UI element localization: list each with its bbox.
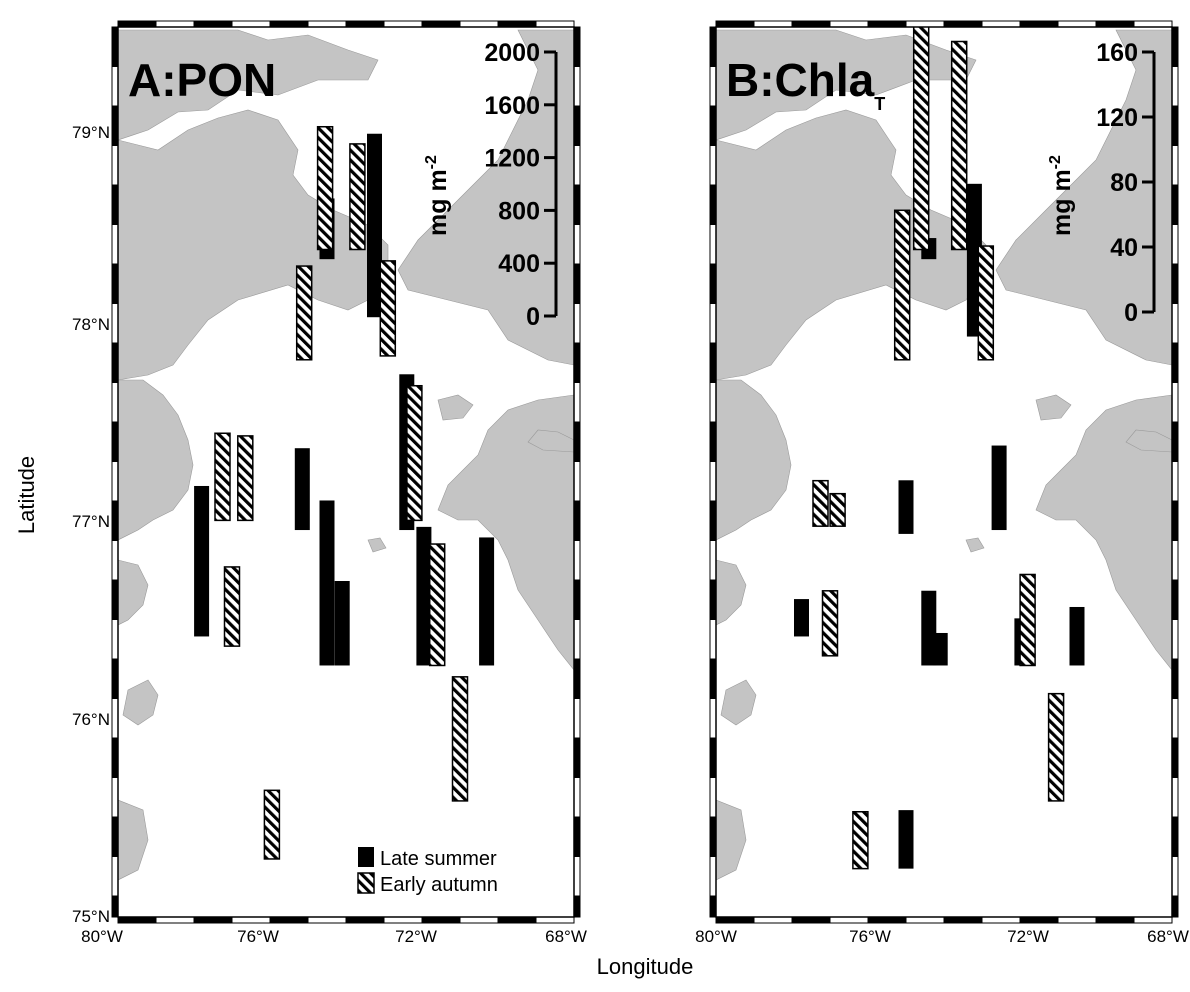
early-autumn-bar <box>349 143 366 251</box>
early-autumn-bar <box>977 245 995 361</box>
scale-tick-label: 1200 <box>484 145 540 173</box>
y-axis-title: Latitude <box>14 456 39 534</box>
legend-late-summer-label: Late summer <box>380 848 497 870</box>
chla-scale-bar: 160 120 80 40 0 <box>1096 39 1156 327</box>
early-autumn-bar <box>912 27 930 251</box>
scale-unit-label: mg m-2 <box>1047 155 1076 236</box>
scale-tick-label: 800 <box>498 197 540 225</box>
late-summer-bar <box>794 599 809 637</box>
early-autumn-bar <box>812 479 829 527</box>
scale-tick-label: 40 <box>1110 234 1138 262</box>
legend: Late summer Early autumn <box>357 847 498 896</box>
early-autumn-bar <box>263 789 281 860</box>
early-autumn-bar <box>1047 692 1065 802</box>
chla-bars <box>794 27 1085 870</box>
scale-unit-label: mg m-2 <box>423 155 452 236</box>
late-summer-bar <box>367 133 382 318</box>
early-autumn-bar <box>1019 573 1036 667</box>
lon-tick-label: 76°W <box>237 927 279 946</box>
early-autumn-bar <box>316 125 334 251</box>
early-autumn-bar <box>829 492 846 527</box>
late-summer-bar <box>194 485 210 637</box>
lat-tick-label: 75°N <box>72 907 110 926</box>
scale-tick-label: 80 <box>1110 169 1138 197</box>
scale-tick-label: 2000 <box>484 39 540 67</box>
early-autumn-bar <box>406 384 423 522</box>
late-summer-bar <box>334 580 350 666</box>
lon-tick-label: 80°W <box>695 927 737 946</box>
late-summer-bar <box>479 537 495 666</box>
early-autumn-bar <box>451 676 469 802</box>
lat-tick-label: 76°N <box>72 710 110 729</box>
lon-tick-labels-a: 80°W 76°W 72°W 68°W <box>81 927 587 946</box>
lon-tick-label: 76°W <box>849 927 891 946</box>
scale-tick-label: 0 <box>1124 299 1138 327</box>
legend-late-summer-swatch <box>358 847 374 867</box>
late-summer-bar <box>991 445 1007 531</box>
scale-tick-label: 0 <box>526 303 540 331</box>
scale-tick-label: 400 <box>498 250 540 278</box>
lon-tick-labels-b: 80°W 76°W 72°W 68°W <box>695 927 1189 946</box>
lat-tick-label: 78°N <box>72 315 110 334</box>
lat-tick-label: 77°N <box>72 512 110 531</box>
early-autumn-bar <box>821 590 839 657</box>
panel-title: A:PON <box>128 54 276 106</box>
panel-title: B:ChlaT <box>726 54 885 114</box>
lon-tick-label: 72°W <box>1007 927 1049 946</box>
late-summer-bar <box>921 590 937 666</box>
late-summer-bar <box>898 480 914 534</box>
lat-tick-label: 79°N <box>72 123 110 142</box>
lon-tick-label: 80°W <box>81 927 123 946</box>
scale-tick-label: 160 <box>1096 39 1138 67</box>
lat-tick-labels: 75°N 76°N 77°N 78°N 79°N <box>72 123 110 926</box>
lon-tick-label: 68°W <box>1147 927 1189 946</box>
lon-tick-label: 68°W <box>545 927 587 946</box>
panel-pon: A:PON 2000 1600 1200 800 400 0 mg m-2 Late su… <box>111 20 581 924</box>
late-summer-bar <box>416 526 432 666</box>
pon-scale-bar: 2000 1600 1200 800 400 0 <box>484 39 558 331</box>
scale-tick-label: 120 <box>1096 104 1138 132</box>
pon-bars <box>194 125 495 860</box>
late-summer-bar <box>319 500 335 666</box>
scale-tick-label: 1600 <box>484 92 540 120</box>
x-axis-title: Longitude <box>597 954 694 979</box>
early-autumn-bar <box>893 209 911 361</box>
panel-chla: B:ChlaT 160 120 80 40 0 mg m-2 <box>709 20 1179 924</box>
legend-early-autumn-label: Early autumn <box>380 874 498 896</box>
early-autumn-bar <box>237 435 254 522</box>
legend-early-autumn-swatch <box>357 872 375 894</box>
early-autumn-bar <box>428 543 446 667</box>
late-summer-bar <box>294 448 310 531</box>
map-frame <box>111 20 581 924</box>
map-frame <box>709 20 1179 924</box>
late-summer-bar <box>1069 606 1085 666</box>
early-autumn-bar <box>379 260 397 357</box>
early-autumn-bar <box>214 432 231 522</box>
late-summer-bar <box>932 632 948 666</box>
early-autumn-bar <box>950 40 968 251</box>
early-autumn-bar <box>295 265 313 361</box>
early-autumn-bar <box>223 566 241 647</box>
early-autumn-bar <box>852 811 869 870</box>
late-summer-bar <box>898 810 914 869</box>
lon-tick-label: 72°W <box>395 927 437 946</box>
